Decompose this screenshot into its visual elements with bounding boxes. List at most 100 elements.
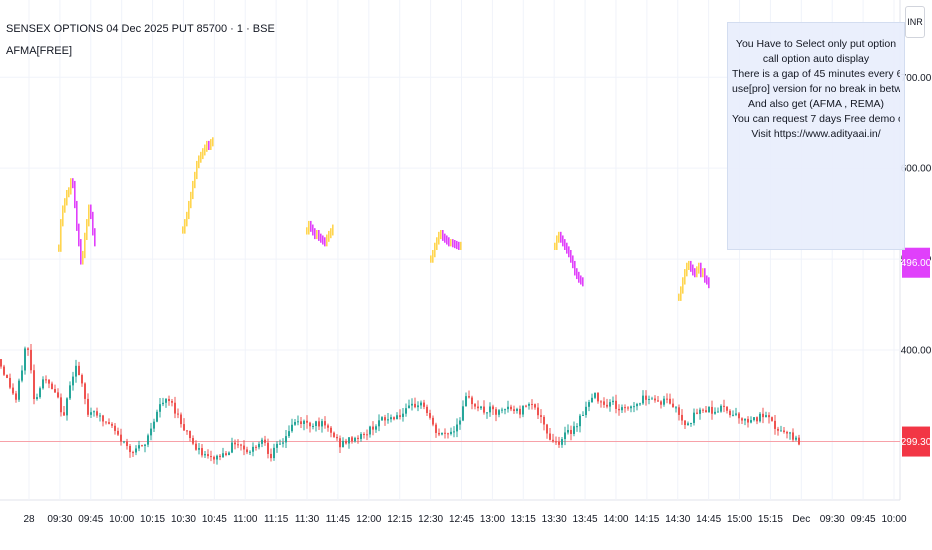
candle [132,450,134,458]
x-tick-label: 10:45 [202,514,227,525]
x-tick-label: 12:45 [449,514,474,525]
candle [474,403,476,410]
candle [147,433,149,448]
x-tick-label: 10:15 [140,514,165,525]
candle [45,375,47,384]
candle [312,423,314,430]
candle [609,399,611,412]
candle [285,429,287,449]
candle [225,451,227,457]
candle [291,418,293,433]
x-tick-label: 12:30 [418,514,443,525]
symbol-title[interactable]: SENSEX OPTIONS 04 Dec 2025 PUT 85700 · 1… [6,23,275,35]
candle [573,421,575,437]
candle [141,444,143,447]
y-tick-label: 400.00 [901,346,932,357]
candle [192,435,194,446]
candle [450,427,452,436]
candle [753,416,755,422]
candle [81,373,83,387]
candle [657,395,659,402]
candle [342,437,344,448]
candle [84,382,86,405]
x-tick-label: 11:00 [233,514,258,525]
candle [504,408,506,415]
afma-bar [188,200,190,220]
x-tick-label: 09:30 [47,514,72,525]
candle [498,408,500,418]
afma-bar [322,235,324,245]
currency-button[interactable]: INR [905,6,925,38]
candle [762,407,764,424]
afma-bar [694,268,696,278]
afma-bar [198,155,200,169]
afma-bar [440,230,442,240]
candle [756,416,758,425]
candle [261,437,263,448]
candle [546,423,548,439]
candle [564,426,566,446]
afma-bar [444,233,446,243]
afma-bar [680,286,682,301]
afma-bar [202,148,204,160]
afma-bar [572,255,574,269]
candle [66,397,68,421]
candle [402,408,404,422]
candle [390,414,392,423]
candle [552,433,554,443]
candle [627,406,629,411]
afma-bar [196,160,198,180]
candle [168,395,170,406]
info-line: You Have to Select only put option [735,38,897,50]
candle [774,414,776,435]
candle [480,405,482,411]
afma-bar [316,230,318,240]
candle [222,447,224,458]
candle [387,413,389,424]
candle [534,403,536,410]
candle [663,395,665,407]
afma-bar [558,231,560,243]
candle [567,424,569,435]
candle [294,419,296,426]
candle [717,407,719,413]
x-tick-label: 09:30 [820,514,845,525]
candle [720,404,722,413]
candle [447,432,449,439]
indicator-label[interactable]: AFMA[FREE] [6,45,73,57]
candle [435,422,437,438]
candle [606,398,608,409]
candle [687,421,689,426]
candle [309,421,311,433]
candle [339,435,341,453]
candle [156,409,158,423]
candle [117,427,119,436]
candle [636,402,638,411]
candle [21,365,23,383]
candle [219,454,221,461]
candle [456,418,458,438]
candle [240,443,242,451]
candle [798,434,800,446]
candle [483,400,485,415]
candle [465,392,467,407]
candle [3,364,5,377]
afma-bar [84,232,86,259]
candle [714,407,716,415]
x-tick-label: 09:45 [851,514,876,525]
afma-bar [310,220,312,232]
candle [354,436,356,443]
candle [438,428,440,437]
candle [351,436,353,444]
afma-bar [328,230,330,242]
candle [162,397,164,407]
candle [771,416,773,422]
candle [279,439,281,445]
afma-bar [460,241,462,250]
candle [495,407,497,422]
afma-bar [698,262,700,274]
candle [630,405,632,413]
candle [420,400,422,409]
afma-bar [564,239,566,250]
